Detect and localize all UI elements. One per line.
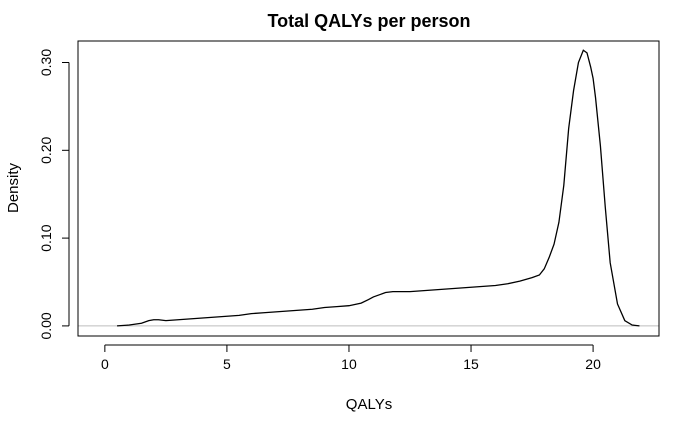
y-axis-label: Density bbox=[5, 162, 22, 213]
x-tick-label: 10 bbox=[341, 356, 357, 372]
chart-title: Total QALYs per person bbox=[267, 11, 470, 31]
y-tick-label: 0.00 bbox=[38, 312, 54, 339]
y-tick-label: 0.30 bbox=[38, 49, 54, 76]
x-axis-label: QALYs bbox=[346, 396, 392, 413]
x-tick-label: 20 bbox=[585, 356, 601, 372]
plot-frame bbox=[77, 40, 660, 337]
density-curve bbox=[117, 49, 640, 327]
x-tick-label: 5 bbox=[223, 356, 231, 372]
y-tick-label: 0.20 bbox=[38, 136, 54, 163]
x-axis: 0 5 10 15 20 bbox=[101, 344, 601, 372]
y-axis: 0.00 0.10 0.20 0.30 bbox=[38, 49, 70, 340]
x-tick-label: 0 bbox=[101, 356, 109, 372]
x-tick-label: 15 bbox=[463, 356, 479, 372]
y-tick-label: 0.10 bbox=[38, 224, 54, 251]
